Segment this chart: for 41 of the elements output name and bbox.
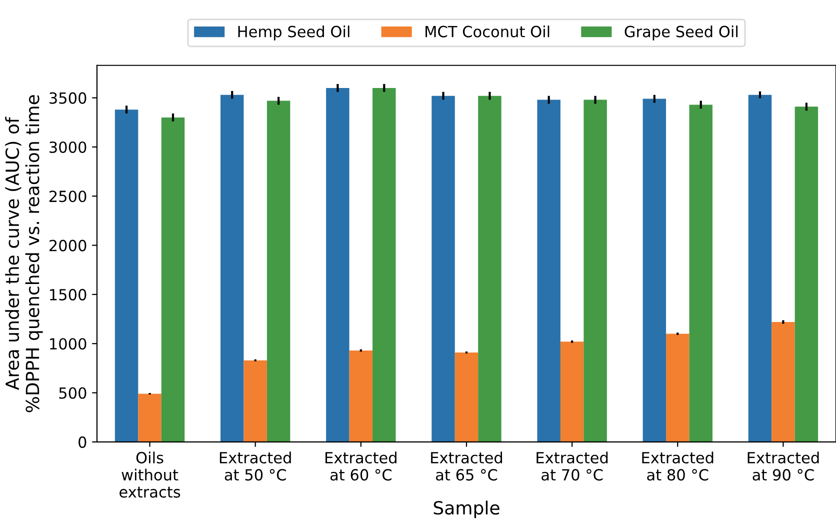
bar	[266, 100, 290, 442]
y-tick-label: 1000	[50, 338, 86, 350]
y-tick-label: 500	[59, 387, 86, 399]
x-tick-label: Oils without extracts	[120, 452, 180, 498]
bar	[326, 88, 350, 442]
bar	[372, 88, 396, 442]
y-tick-label: 3500	[50, 92, 86, 104]
bar	[689, 104, 712, 442]
y-tick-label: 2000	[49, 240, 86, 252]
bar	[794, 106, 818, 442]
bar	[161, 117, 185, 442]
y-tick-label: 2500	[49, 190, 86, 202]
y-tick-label: 0	[78, 436, 86, 448]
bar	[432, 96, 455, 442]
bar	[748, 94, 772, 442]
bar	[537, 100, 560, 442]
bar	[454, 352, 478, 442]
bar	[642, 98, 666, 442]
bar	[220, 94, 244, 442]
legend-label: Hemp Seed Oil	[238, 26, 350, 40]
x-tick-label: Extracted at 60 °C	[326, 452, 396, 481]
bar	[772, 322, 795, 442]
bar	[349, 350, 373, 442]
legend-label: Grape Seed Oil	[624, 26, 738, 40]
bar	[560, 342, 584, 442]
bar	[114, 110, 138, 442]
bar	[666, 334, 690, 442]
x-tick-label: Extracted at 70 °C	[536, 452, 608, 481]
bar	[478, 96, 502, 442]
y-tick-label: 1500	[50, 288, 86, 300]
bar	[244, 360, 267, 442]
x-tick-label: Extracted at 90 °C	[748, 452, 819, 481]
x-tick-label: Extracted at 80 °C	[642, 452, 714, 481]
x-tick-label: Extracted at 50 °C	[220, 452, 291, 481]
bar	[584, 100, 607, 442]
y-axis-title: Area under the curve (AUC) of %DPPH quenched vs. reaction time	[5, 95, 43, 412]
x-axis-title: Sample	[434, 500, 500, 518]
bar	[138, 394, 162, 442]
x-tick-label: Extracted at 65 °C	[431, 452, 502, 481]
legend-label: MCT Coconut Oil	[426, 26, 550, 38]
y-tick-label: 3000	[50, 141, 86, 153]
